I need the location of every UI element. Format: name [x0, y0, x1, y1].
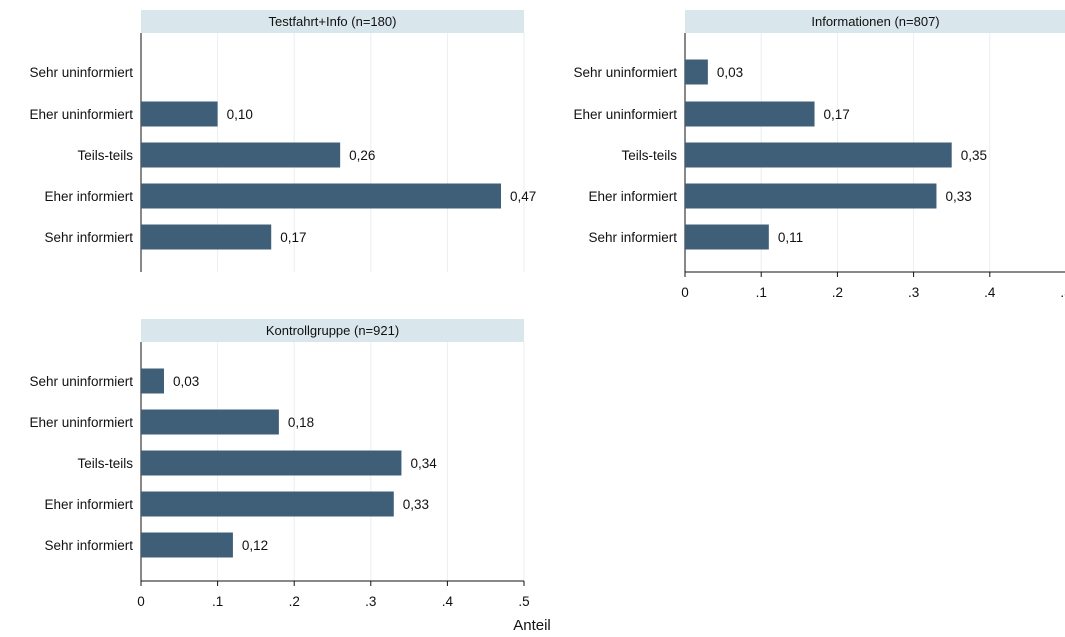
- panel-title-strip: [141, 319, 524, 342]
- bar-value-label: 0,33: [945, 189, 971, 204]
- panel-title: Testfahrt+Info (n=180): [269, 14, 397, 29]
- bar: [141, 142, 341, 168]
- panel-title-strip: [141, 10, 524, 33]
- category-label: Eher informiert: [44, 497, 133, 512]
- bar-value-label: 0,12: [242, 538, 268, 553]
- bar-value-label: 0,17: [280, 230, 306, 245]
- x-axis-title: Anteil: [513, 617, 551, 634]
- x-tick-label: .2: [832, 285, 843, 300]
- bar: [141, 532, 233, 558]
- bar-value-label: 0,47: [510, 189, 536, 204]
- bar: [141, 450, 402, 476]
- category-label: Teils-teils: [621, 148, 677, 163]
- x-tick-label: .4: [442, 594, 454, 609]
- bar: [141, 101, 218, 127]
- category-label: Sehr uninformiert: [29, 374, 133, 389]
- panel-testfahrt-info: Testfahrt+Info (n=180) Sehr uninformiert E…: [29, 10, 536, 272]
- x-tick-label: 0: [681, 285, 689, 300]
- bar: [141, 224, 272, 250]
- x-tick-label: .3: [908, 285, 919, 300]
- category-label: Teils-teils: [77, 148, 133, 163]
- category-label: Sehr informiert: [588, 230, 677, 245]
- bar: [685, 183, 937, 209]
- bar: [141, 409, 279, 435]
- bar: [685, 59, 708, 85]
- bar: [141, 491, 394, 517]
- bar-value-label: 0,33: [403, 497, 429, 512]
- bar-value-label: 0,10: [227, 107, 253, 122]
- bar: [141, 183, 502, 209]
- x-tick-label: .5: [518, 594, 529, 609]
- panel-title: Kontrollgruppe (n=921): [266, 323, 399, 338]
- panel-kontrollgruppe: Kontrollgruppe (n=921) Sehr uninformiert 0…: [29, 319, 530, 609]
- bar-value-label: 0,18: [288, 415, 314, 430]
- x-tick-label: .1: [756, 285, 767, 300]
- x-tick-label: 0: [137, 594, 145, 609]
- bar-value-label: 0,11: [778, 230, 803, 245]
- panel-title: Informationen (n=807): [811, 14, 939, 29]
- x-tick-label: .2: [289, 594, 300, 609]
- panel-informationen: Informationen (n=807) Sehr uninformiert 0,…: [573, 10, 1065, 300]
- bar-value-label: 0,34: [410, 456, 437, 471]
- category-label: Teils-teils: [77, 456, 133, 471]
- category-label: Eher uninformiert: [573, 107, 677, 122]
- category-label: Sehr uninformiert: [573, 65, 677, 80]
- category-label: Sehr uninformiert: [29, 65, 133, 80]
- category-label: Sehr informiert: [44, 230, 133, 245]
- bar-value-label: 0,03: [717, 65, 743, 80]
- bar: [685, 142, 952, 168]
- category-label: Eher uninformiert: [29, 107, 133, 122]
- category-label: Eher informiert: [44, 189, 133, 204]
- x-tick-label: .3: [365, 594, 376, 609]
- panel-title-strip: [685, 10, 1065, 33]
- x-tick-label: .5: [1060, 285, 1065, 300]
- bar-value-label: 0,17: [824, 107, 850, 122]
- category-label: Eher uninformiert: [29, 415, 133, 430]
- bar: [685, 224, 769, 250]
- bar-value-label: 0,35: [961, 148, 987, 163]
- bar-value-label: 0,03: [173, 374, 199, 389]
- category-label: Eher informiert: [588, 189, 677, 204]
- category-label: Sehr informiert: [44, 538, 133, 553]
- bar-value-label: 0,26: [349, 148, 375, 163]
- x-tick-label: .4: [984, 285, 996, 300]
- bar: [685, 101, 815, 127]
- bar: [141, 368, 164, 394]
- x-tick-label: .1: [212, 594, 223, 609]
